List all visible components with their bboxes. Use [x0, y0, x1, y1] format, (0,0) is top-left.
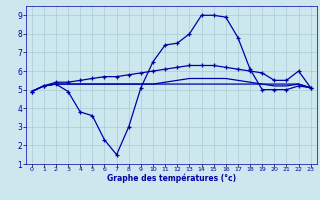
- X-axis label: Graphe des températures (°c): Graphe des températures (°c): [107, 174, 236, 183]
